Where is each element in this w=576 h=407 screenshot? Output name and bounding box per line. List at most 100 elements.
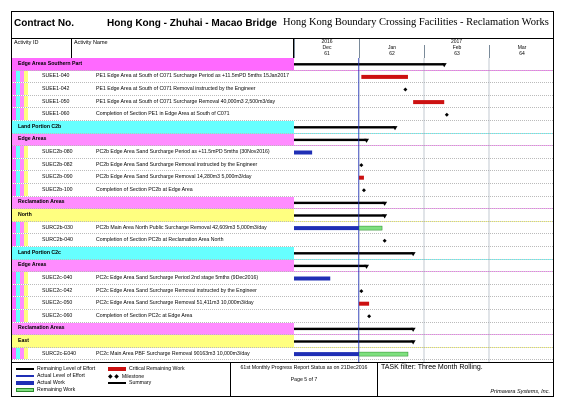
summary-end-marker (382, 214, 388, 219)
timescale-week: 63 (424, 51, 489, 58)
wbs-group-row[interactable]: Land Portion C2c (12, 247, 553, 260)
wbs-group-row[interactable]: Reclamation Areas (12, 322, 553, 336)
actual-work-bar (294, 150, 313, 155)
row-indent-strip (12, 158, 38, 171)
activity-row[interactable]: SUEC2c-042 PC2c Edge Area Sand Surcharge … (12, 284, 553, 298)
milestone-diamond (403, 87, 408, 92)
activity-row[interactable]: SURC2b-040 Completion of Section PC2b at … (12, 234, 553, 247)
gantt-row-cell (294, 83, 553, 95)
summary-bar (294, 201, 385, 205)
wbs-name: Edge Areas (18, 136, 47, 143)
activity-id: SUEE1-050 (42, 98, 70, 105)
summary-bar (294, 138, 367, 142)
remaining-work-swatch (16, 388, 34, 392)
activity-row[interactable]: SUEC2b-082 PC2b Edge Area Sand Surcharge … (12, 158, 553, 172)
activity-name-header[interactable]: Activity Name (72, 39, 294, 58)
wbs-name: Reclamation Areas (18, 199, 65, 206)
legend-summary: Summary (108, 380, 151, 386)
activity-row[interactable]: SUEC2b-090 PC2b Edge Area Sand Surcharge … (12, 171, 553, 184)
legend: Remaining Level of Effort Actual Level o… (16, 366, 226, 396)
title-bar: Contract No. Hong Kong - Zhuhai - Macao … (12, 12, 553, 39)
report-footer: Remaining Level of Effort Actual Level o… (12, 362, 553, 397)
wbs-name: Edge Areas (18, 262, 47, 269)
gantt-row-cell (294, 259, 553, 272)
critical-work-swatch (108, 367, 126, 371)
legend-remaining-level-label: Remaining Level of Effort (37, 366, 96, 372)
report-status-text: 61st Monthly Progress Report Status as o… (240, 365, 368, 371)
activity-row[interactable]: SUEE1-040 PE1 Edge Area at South of C071 … (12, 70, 553, 84)
activity-id: SURC2b-030 (42, 224, 73, 231)
summary-end-marker (382, 201, 388, 206)
activity-row[interactable]: SUEC2c-050 PC2c Edge Area Sand Surcharge … (12, 297, 553, 310)
legend-summary-label: Summary (129, 380, 152, 386)
summary-bar (294, 327, 414, 331)
gantt-row-cell (294, 146, 553, 158)
activity-row[interactable]: SURC2c-E040 PC2c Main Area PBF Surcharge … (12, 347, 553, 361)
gantt-row-cell (294, 284, 553, 297)
activity-id: SUEC2b-100 (42, 186, 73, 193)
timescale-month: Jan (359, 45, 424, 51)
activity-id: SUEE1-060 (42, 111, 70, 118)
summary-end-marker (410, 340, 416, 345)
activity-name: Completion of Section PC2c at Edge Area (96, 312, 193, 319)
wbs-group-row[interactable]: North (12, 209, 553, 222)
wbs-group-row[interactable]: Reclamation Areas (12, 196, 553, 210)
gantt-row-cell (294, 335, 553, 347)
activity-name: PE1 Edge Area at South of C071 Removal i… (96, 85, 256, 92)
activity-name: PC2c Edge Area Sand Surcharge Removal 51… (96, 300, 254, 307)
summary-bar (294, 126, 396, 129)
actual-work-bar (294, 352, 359, 357)
timescale-year-2016: 2016 (294, 39, 359, 45)
row-indent-strip (12, 284, 38, 297)
milestone-diamond (382, 238, 387, 243)
activity-row[interactable]: SUEE1-060 Completion of Section PE1 in Ed… (12, 108, 553, 121)
summary-end-marker (441, 63, 447, 68)
gantt-row-cell (294, 121, 553, 133)
gantt-row-cell (294, 133, 553, 146)
activity-row[interactable]: SUEE1-042 PE1 Edge Area at South of C071 … (12, 83, 553, 96)
activity-id: SUEC2b-090 (42, 174, 73, 181)
wbs-name: Edge Areas Southern Part (18, 60, 83, 67)
legend-critical-label: Critical Remaining Work (129, 366, 185, 372)
activity-id: SUEC2c-050 (42, 300, 73, 307)
project-title: Hong Kong - Zhuhai - Macao Bridge (107, 18, 277, 29)
activity-row[interactable]: SUEC2c-040 PC2c Edge Area Sand Surcharge … (12, 272, 553, 285)
wbs-name: East (18, 337, 29, 344)
summary-bar (294, 264, 367, 268)
activity-row[interactable]: SUEC2b-100 Completion of Section PC2b at … (12, 184, 553, 197)
milestone-diamond (359, 289, 364, 294)
activity-name: Completion of Section PE1 in Edge Area a… (96, 111, 230, 118)
legend-actual-work-label: Actual Work (37, 380, 65, 386)
activity-id-header[interactable]: Activity ID (12, 39, 72, 58)
row-indent-strip (12, 70, 38, 83)
task-filter-label: TASK filter: Three Month Rolling. (381, 364, 483, 371)
wbs-group-row[interactable]: Land Portion C2b (12, 121, 553, 134)
activity-name: PC2b Edge Area Sand Surcharge Removal in… (96, 161, 258, 168)
wbs-group-row[interactable]: Edge Areas (12, 259, 553, 273)
activity-name: PC2c Main Area PBF Surcharge Removal 901… (96, 350, 250, 357)
actual-work-bar (294, 226, 359, 231)
summary-bar (294, 63, 445, 66)
wbs-group-row[interactable]: East (12, 335, 553, 348)
wbs-name: North (18, 211, 32, 218)
activity-id: SUEC2c-060 (42, 312, 73, 319)
gantt-row-cell (294, 70, 553, 83)
timescale-year-2017: 2017 (359, 39, 553, 45)
activity-id: SUEC2b-080 (42, 148, 73, 155)
gantt-row-cell (294, 297, 553, 309)
gantt-row-cell (294, 221, 553, 234)
timescale-week: 62 (359, 51, 424, 58)
legend-remaining-work: Remaining Work (16, 387, 75, 393)
actual-level-swatch (16, 375, 34, 377)
activity-name: PC2b Main Area North Public Surcharge Re… (96, 224, 267, 231)
row-indent-strip (12, 297, 38, 309)
activity-row[interactable]: SUEC2c-060 Completion of Section PC2c at … (12, 310, 553, 323)
activity-row[interactable]: SURC2b-030 PC2b Main Area North Public Su… (12, 221, 553, 235)
activity-row[interactable]: SUEC2b-080 PC2b Edge Area Sand Surcharge … (12, 146, 553, 159)
gantt-row-cell (294, 184, 553, 196)
wbs-group-row[interactable]: Edge Areas (12, 133, 553, 147)
legend-milestone: ◆ ◆ Milestone (108, 373, 144, 381)
activity-id: SURC2b-040 (42, 237, 73, 244)
row-indent-strip (12, 221, 38, 234)
summary-end-marker (410, 327, 416, 332)
